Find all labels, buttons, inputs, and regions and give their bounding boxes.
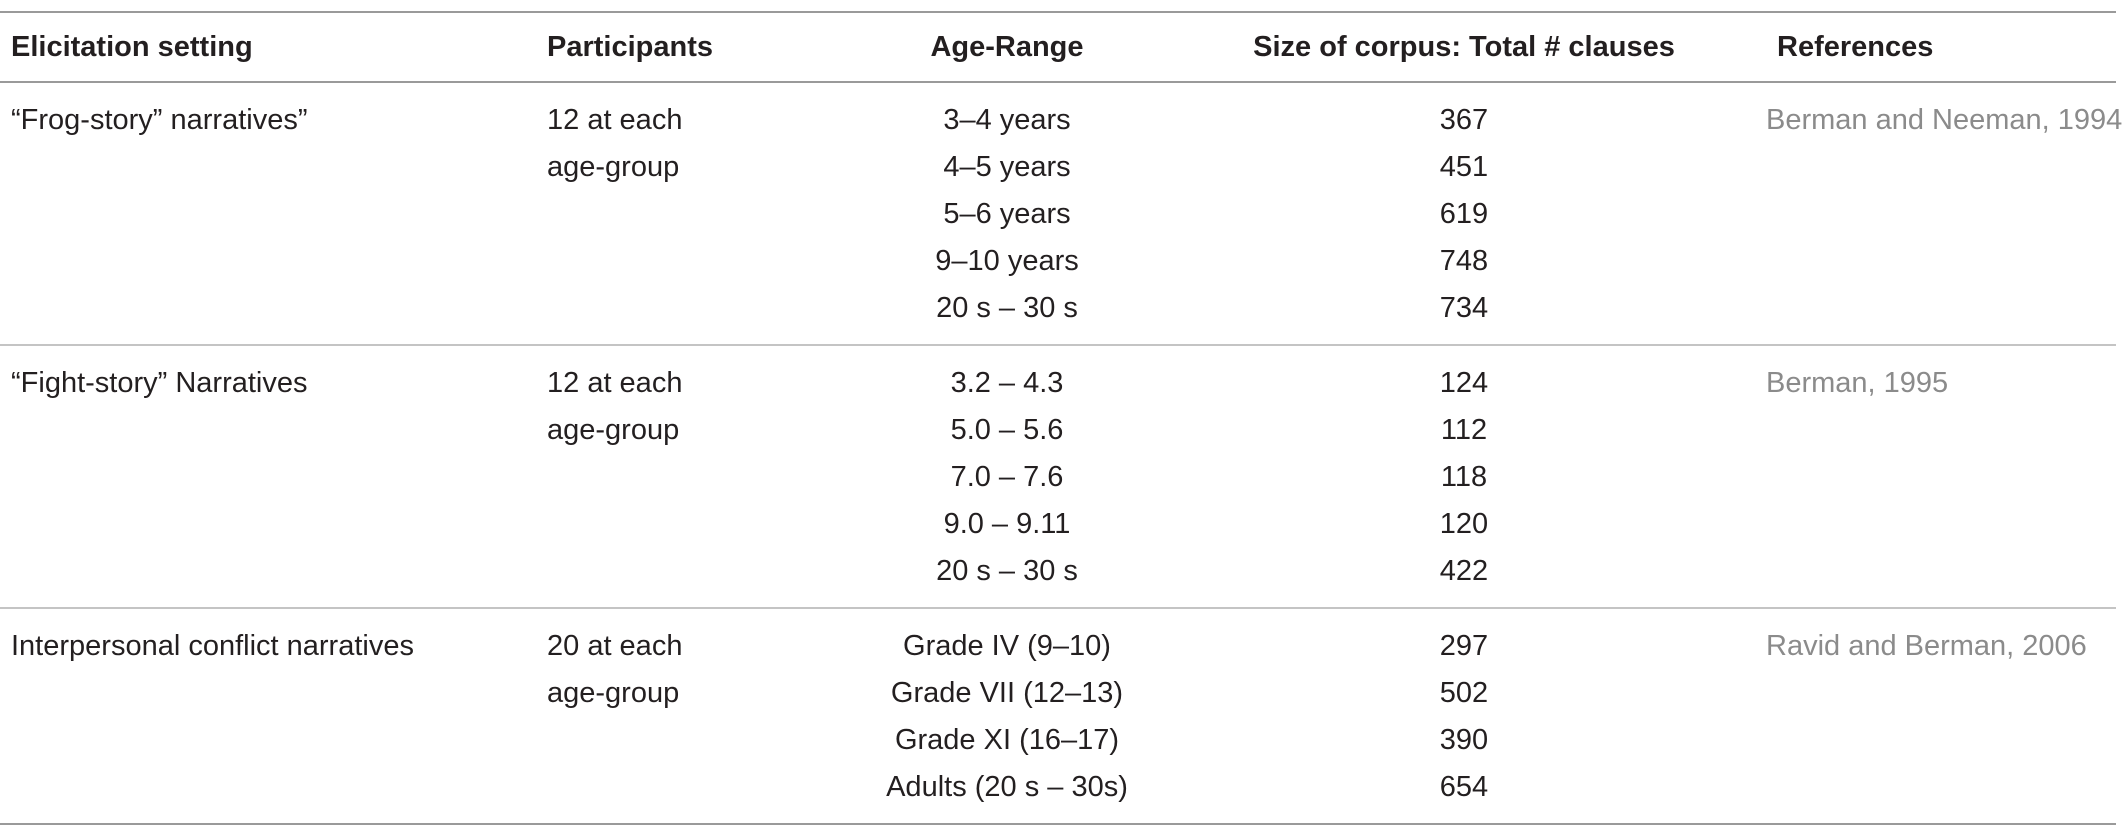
clauses-cell: 422 (1439, 555, 1489, 587)
age-range-cell: 9.0 – 9.11 (943, 508, 1071, 540)
clauses-cell: 367 (1439, 104, 1489, 136)
table-row: 9.0 – 9.11 120 (0, 501, 2116, 548)
age-range-cell: 3–4 years (943, 104, 1071, 136)
clauses-cell: 502 (1439, 677, 1489, 709)
age-range-cell: 9–10 years (935, 245, 1079, 277)
table-row: “Frog-story” narratives” 12 at each 3–4 … (0, 82, 2123, 144)
setting-cell: “Fight-story” Narratives (11, 367, 308, 399)
setting-cell: Interpersonal conflict narratives (11, 630, 414, 662)
clauses-cell: 734 (1439, 292, 1489, 324)
table-row: 9–10 years 748 (0, 238, 2116, 285)
header-references: References (1777, 30, 1934, 63)
age-range-cell: 20 s – 30 s (936, 292, 1078, 324)
header-age-range: Age-Range (930, 30, 1084, 63)
table-row: age-group 5.0 – 5.6 112 (0, 407, 2116, 454)
participants-cell: age-group (547, 677, 680, 709)
age-range-cell: Grade IV (9–10) (903, 630, 1111, 662)
participants-cell: age-group (547, 414, 680, 446)
clauses-cell: 112 (1440, 414, 1488, 446)
table-header: Elicitation setting Participants Age-Ran… (0, 12, 2116, 82)
age-range-cell: Adults (20 s – 30s) (886, 771, 1128, 803)
header-row: Elicitation setting Participants Age-Ran… (0, 12, 2116, 82)
table-row: Adults (20 s – 30s) 654 (0, 764, 2116, 824)
group-interpersonal-conflict: Interpersonal conflict narratives 20 at … (0, 608, 2116, 824)
age-range-cell: 4–5 years (943, 151, 1071, 183)
table-row: 5–6 years 619 (0, 191, 2116, 238)
clauses-cell: 297 (1439, 630, 1489, 662)
participants-cell: 12 at each (547, 367, 683, 399)
age-range-cell: 3.2 – 4.3 (950, 367, 1064, 399)
header-participants: Participants (547, 30, 713, 63)
corpus-table: Elicitation setting Participants Age-Ran… (0, 11, 2123, 825)
age-range-cell: 7.0 – 7.6 (950, 461, 1064, 493)
table-row: 20 s – 30 s 734 (0, 285, 2116, 345)
table-row: “Fight-story” Narratives 12 at each 3.2 … (0, 345, 2116, 407)
clauses-cell: 118 (1440, 461, 1488, 493)
clauses-cell: 619 (1439, 198, 1489, 230)
group-frog-story: “Frog-story” narratives” 12 at each 3–4 … (0, 82, 2123, 345)
age-range-cell: 5–6 years (943, 198, 1071, 230)
table-row: age-group 4–5 years 451 (0, 144, 2116, 191)
clauses-cell: 451 (1439, 151, 1489, 183)
header-elicitation-setting: Elicitation setting (11, 30, 253, 63)
group-fight-story: “Fight-story” Narratives 12 at each 3.2 … (0, 345, 2116, 608)
age-range-cell: Grade XI (16–17) (894, 724, 1120, 756)
age-range-cell: Grade VII (12–13) (890, 677, 1124, 709)
table-row: 7.0 – 7.6 118 (0, 454, 2116, 501)
participants-cell: 12 at each (547, 104, 683, 136)
age-range-cell: 5.0 – 5.6 (950, 414, 1064, 446)
clauses-cell: 654 (1439, 771, 1489, 803)
table-row: Interpersonal conflict narratives 20 at … (0, 608, 2116, 670)
reference-cell: Ravid and Berman, 2006 (1766, 630, 2087, 662)
setting-cell: “Frog-story” narratives” (11, 104, 308, 136)
clauses-cell: 390 (1439, 724, 1489, 756)
clauses-cell: 748 (1439, 245, 1489, 277)
reference-cell: Berman and Neeman, 1994 (1766, 104, 2123, 136)
age-range-cell: 20 s – 30 s (936, 555, 1078, 587)
table-row: Grade XI (16–17) 390 (0, 717, 2116, 764)
participants-cell: age-group (547, 151, 680, 183)
clauses-cell: 120 (1439, 508, 1489, 540)
table-row: age-group Grade VII (12–13) 502 (0, 670, 2116, 717)
participants-cell: 20 at each (547, 630, 683, 662)
clauses-cell: 124 (1439, 367, 1489, 399)
header-corpus-size: Size of corpus: Total # clauses (1253, 30, 1675, 63)
table-row: 20 s – 30 s 422 (0, 548, 2116, 608)
reference-cell: Berman, 1995 (1766, 367, 1949, 399)
